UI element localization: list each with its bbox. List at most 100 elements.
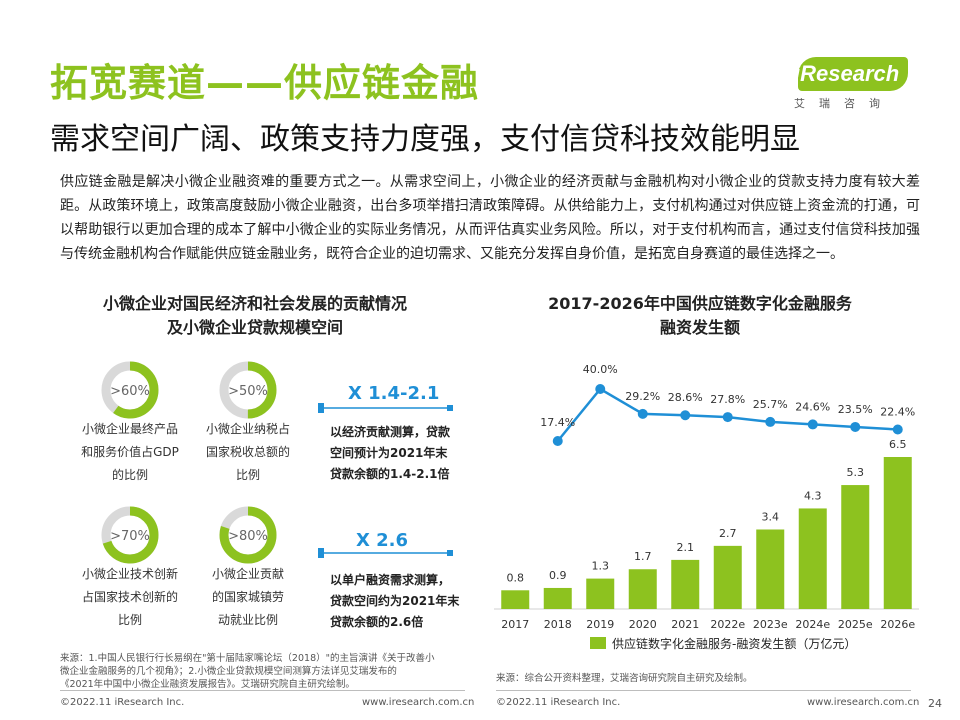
x-tick-2018: 2018 bbox=[544, 618, 572, 631]
bar-label-2025e: 5.3 bbox=[847, 466, 865, 479]
bar-label-2024e: 4.3 bbox=[804, 489, 822, 502]
x-tick-2021: 2021 bbox=[671, 618, 699, 631]
growth-point-2018 bbox=[552, 436, 563, 446]
stat-4-line3: 动就业比例 bbox=[217, 613, 278, 627]
left-source-line1: 来源：1.中国人民银行行长易纲在"第十届陆家嘴论坛（2018）"的主旨演讲《关于… bbox=[60, 653, 435, 664]
bar-2024e bbox=[798, 508, 827, 609]
intro-paragraph: 供应链金融是解决小微企业融资难的重要方式之一。从需求空间上，小微企业的经济贡献与… bbox=[60, 174, 920, 262]
stat-2-line2: 国家税收总额的 bbox=[205, 445, 290, 459]
multiplier-1-desc-line2: 空间预计为2021年末 bbox=[330, 446, 448, 460]
growth-point-2025e bbox=[850, 421, 861, 432]
iresearch-logo: iResearch 艾瑞咨询 bbox=[790, 55, 920, 110]
multiplier-1-desc-line1: 以经济贡献测算，贷款 bbox=[330, 425, 451, 439]
bar-2021 bbox=[671, 559, 700, 609]
multiplier-2-desc-line2: 贷款空间约为2021年末 bbox=[330, 594, 460, 608]
stat-rings: >60% >50% >70% >80% bbox=[101, 361, 277, 564]
growth-point-2019 bbox=[595, 384, 606, 394]
bar-2019 bbox=[586, 578, 615, 609]
stat-ring-value-3: >70% bbox=[110, 529, 150, 544]
x-tick-2017: 2017 bbox=[501, 618, 529, 631]
stat-3-line1: 小微企业技术创新 bbox=[81, 567, 178, 581]
growth-label-2022e: 27.8% bbox=[710, 393, 745, 406]
growth-point-2020 bbox=[637, 408, 648, 419]
bar-2017 bbox=[501, 590, 530, 609]
growth-point-2024e bbox=[807, 419, 818, 430]
left-footer-divider bbox=[60, 690, 465, 691]
bar-label-2022e: 2.7 bbox=[719, 527, 737, 540]
stat-1-line3: 的比例 bbox=[111, 468, 148, 482]
multiplier-2-desc-line1: 以单户融资需求测算， bbox=[330, 573, 451, 587]
footer-copyright-right: ©2022.11 iResearch Inc. bbox=[496, 697, 621, 708]
stat-ring-value-2: >50% bbox=[228, 384, 268, 399]
growth-label-2024e: 24.6% bbox=[795, 400, 830, 413]
stat-ring-fill-2 bbox=[219, 361, 277, 419]
stat-1-line2: 和服务价值占GDP bbox=[81, 445, 179, 459]
stat-ring-value-4: >80% bbox=[228, 529, 268, 544]
footer-copyright-left: ©2022.11 iResearch Inc. bbox=[60, 697, 185, 708]
multiplier-2-right-cap bbox=[447, 550, 453, 556]
multiplier-2-value: X 2.6 bbox=[356, 530, 409, 551]
bar-label-2017: 0.8 bbox=[507, 571, 525, 584]
stat-4-line2: 的国家城镇劳 bbox=[211, 590, 284, 604]
x-tick-2025e: 2025e bbox=[838, 618, 873, 631]
growth-point-2021 bbox=[680, 410, 691, 421]
x-tick-2020: 2020 bbox=[629, 618, 657, 631]
x-tick-2026e: 2026e bbox=[880, 618, 915, 631]
bar-label-2018: 0.9 bbox=[549, 569, 567, 582]
left-panel-title: 小微企业对国民经济和社会发展的贡献情况 及小微企业贷款规模空间 bbox=[60, 292, 450, 340]
x-tick-2023e: 2023e bbox=[753, 618, 788, 631]
multiplier-2-desc: 以单户融资需求测算， 贷款空间约为2021年末 贷款余额的2.6倍 bbox=[330, 570, 470, 633]
growth-label-2020: 29.2% bbox=[625, 390, 660, 403]
stat-ring-fill-1 bbox=[101, 361, 159, 419]
growth-point-2026e bbox=[892, 424, 903, 435]
multiplier-2-bar bbox=[318, 548, 453, 558]
logo-badge bbox=[798, 57, 908, 91]
left-title-line1: 小微企业对国民经济和社会发展的贡献情况 bbox=[102, 294, 407, 313]
growth-label-2026e: 22.4% bbox=[880, 405, 915, 418]
logo-text-en: iResearch bbox=[794, 61, 900, 86]
stat-3-line2: 占国家技术创新的 bbox=[81, 590, 178, 604]
multiplier-1-left-cap bbox=[318, 403, 324, 413]
growth-label-2019: 40.0% bbox=[583, 363, 618, 376]
growth-label-2025e: 23.5% bbox=[838, 403, 873, 416]
multiplier-2-left-cap bbox=[318, 548, 324, 558]
growth-point-2022e bbox=[722, 412, 733, 423]
left-title-line2: 及小微企业贷款规模空间 bbox=[166, 318, 343, 337]
stat-3-line3: 比例 bbox=[117, 613, 142, 627]
stat-caption-4: 小微企业贡献 的国家城镇劳 动就业比例 bbox=[178, 563, 318, 632]
page-title: 拓宽赛道——供应链金融 bbox=[50, 61, 480, 105]
right-footer-divider bbox=[496, 690, 911, 691]
multiplier-1-bar bbox=[318, 403, 453, 413]
page-subtitle: 需求空间广阔、政策支持力度强，支付信贷科技效能明显 bbox=[50, 122, 800, 157]
chart-title-line1: 2017-2026年中国供应链数字化金融服务 bbox=[548, 294, 852, 313]
x-tick-2022e: 2022e bbox=[710, 618, 745, 631]
stat-2-line1: 小微企业纳税占 bbox=[205, 422, 290, 436]
bar-2026e bbox=[883, 457, 912, 609]
multiplier-2-desc-line3: 贷款余额的2.6倍 bbox=[330, 615, 424, 629]
bar-2018 bbox=[543, 587, 572, 609]
stat-caption-1: 小微企业最终产品 和服务价值占GDP 的比例 bbox=[60, 418, 200, 487]
legend-swatch bbox=[590, 637, 606, 649]
bar-2020 bbox=[628, 569, 657, 609]
left-source-line3: 《2021年中国中小微企业融资发展报告》。艾瑞研究院自主研究绘制。 bbox=[60, 679, 355, 690]
multiplier-1-desc: 以经济贡献测算，贷款 空间预计为2021年末 贷款余额的1.4-2.1倍 bbox=[330, 422, 470, 485]
multiplier-1-right-cap bbox=[447, 405, 453, 411]
bar-label-2023e: 3.4 bbox=[762, 510, 780, 523]
bar-2022e bbox=[713, 545, 742, 609]
stat-ring-value-1: >60% bbox=[110, 384, 150, 399]
x-tick-2019: 2019 bbox=[586, 618, 614, 631]
left-source-line2: 微企业金融服务的几个视角》；2.小微企业贷款规模空间测算方法详见艾瑞发布的 bbox=[60, 666, 397, 677]
multiplier-1-value: X 1.4-2.1 bbox=[348, 383, 440, 404]
bar-label-2026e: 6.5 bbox=[889, 438, 907, 451]
stat-1-line1: 小微企业最终产品 bbox=[81, 422, 178, 436]
stat-caption-2: 小微企业纳税占 国家税收总额的 比例 bbox=[178, 418, 318, 487]
footer-url-right[interactable]: www.iresearch.com.cn bbox=[807, 697, 920, 708]
growth-label-2021: 28.6% bbox=[668, 391, 703, 404]
chart-source-note: 来源：综合公开资料整理，艾瑞咨询研究院自主研究及绘制。 bbox=[496, 673, 753, 684]
bar-label-2019: 1.3 bbox=[592, 560, 610, 573]
left-source-note: 来源：1.中国人民银行行长易纲在"第十届陆家嘴论坛（2018）"的主旨演讲《关于… bbox=[60, 652, 470, 691]
financing-chart: 0.8 2017 0.9 2018 1.3 2019 1.7 2020 2.1 2021 2.7 20… bbox=[494, 363, 919, 651]
bar-2025e bbox=[841, 485, 870, 609]
stat-2-line3: 比例 bbox=[235, 468, 260, 482]
footer-url-left[interactable]: www.iresearch.com.cn bbox=[362, 697, 475, 708]
